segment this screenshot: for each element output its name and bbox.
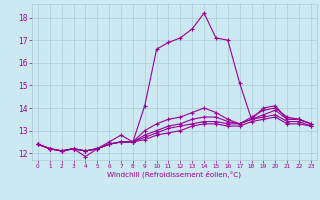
X-axis label: Windchill (Refroidissement éolien,°C): Windchill (Refroidissement éolien,°C) <box>108 171 241 178</box>
